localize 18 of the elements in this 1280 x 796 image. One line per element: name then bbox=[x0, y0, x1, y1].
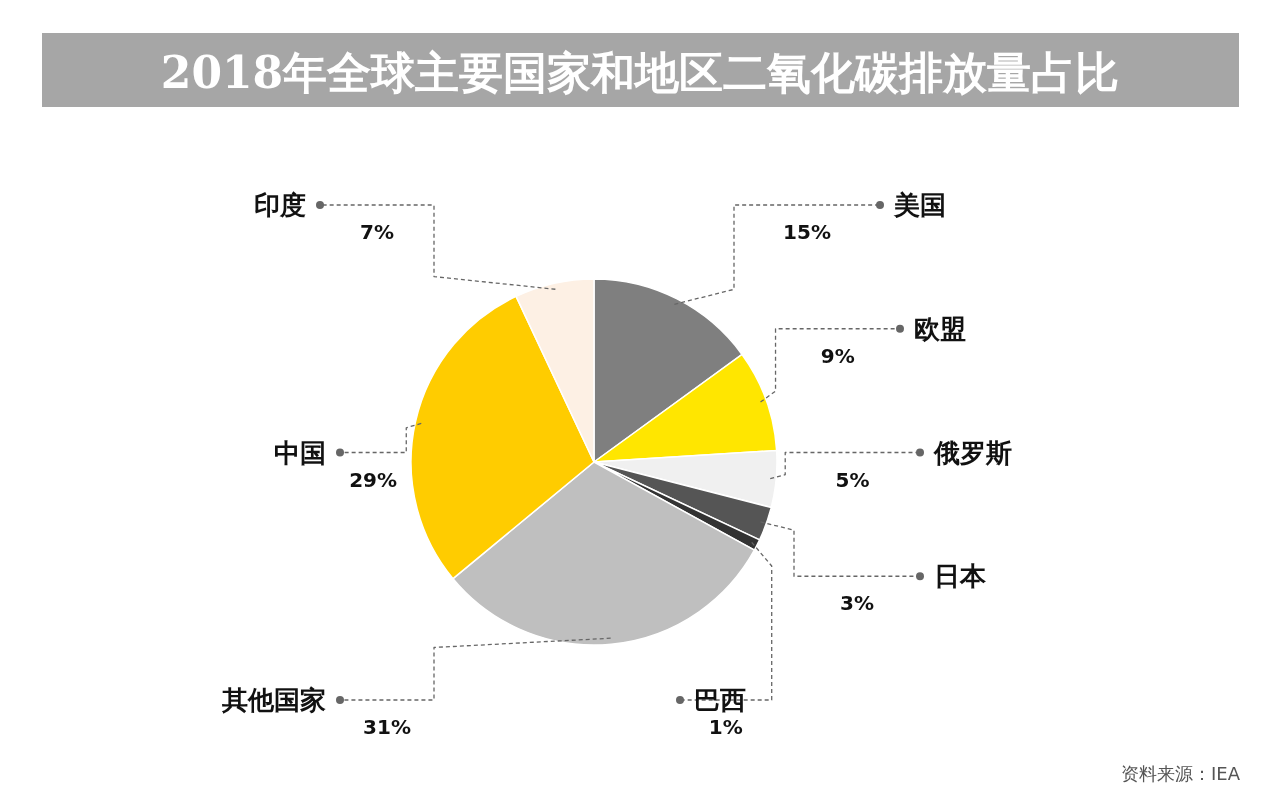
data-label: 15% bbox=[783, 220, 831, 244]
slice-label: 其他国家 bbox=[221, 685, 326, 715]
slice-label: 俄罗斯 bbox=[933, 437, 1012, 468]
slice-label: 欧盟 bbox=[914, 313, 966, 344]
slice-label: 日本 bbox=[934, 561, 987, 592]
slice-label: 巴西 bbox=[694, 685, 746, 715]
chart-title: 2018年全球主要国家和地区二氧化碳排放量占比 bbox=[160, 47, 1120, 98]
data-label: 3% bbox=[840, 591, 874, 616]
data-label: 9% bbox=[820, 343, 855, 368]
slice-label: 中国 bbox=[274, 437, 326, 468]
data-label: 1% bbox=[708, 715, 743, 739]
data-label: 5% bbox=[835, 467, 870, 492]
slice-label: 美国 bbox=[893, 190, 946, 220]
data-label: 7% bbox=[360, 220, 394, 244]
slice-label: 印度 bbox=[254, 190, 306, 220]
data-label: 31% bbox=[363, 715, 411, 739]
data-label: 29% bbox=[349, 467, 398, 492]
text: 资料来源：IEA bbox=[1121, 763, 1241, 784]
